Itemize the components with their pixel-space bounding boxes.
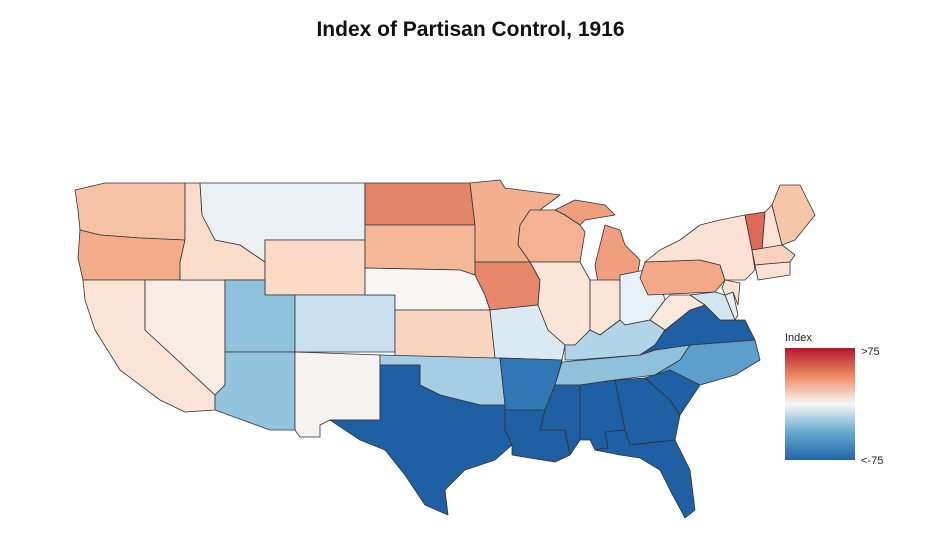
legend-max-label: >75: [861, 346, 880, 358]
map-title: Index of Partisan Control, 1916: [316, 18, 625, 41]
state-wi: [517, 209, 586, 263]
state-fl: [594, 429, 696, 519]
state-tx: [329, 364, 513, 516]
legend-color-bar: [785, 348, 855, 460]
state-ks: [394, 309, 496, 359]
state-mi: [554, 199, 616, 226]
state-nc: [654, 339, 761, 386]
state-ct: [754, 261, 791, 281]
state-wa: [74, 182, 186, 241]
state-nd: [364, 182, 476, 226]
state-sd: [364, 224, 476, 276]
state-wy: [264, 239, 366, 296]
state-ms: [539, 384, 581, 456]
legend-min-label: <-75: [861, 455, 884, 467]
state-co: [294, 294, 396, 353]
legend-title: Index: [785, 332, 812, 344]
state-nj: [721, 279, 741, 306]
state-az: [214, 351, 296, 431]
state-ma: [751, 244, 796, 266]
state-pa: [639, 259, 726, 296]
